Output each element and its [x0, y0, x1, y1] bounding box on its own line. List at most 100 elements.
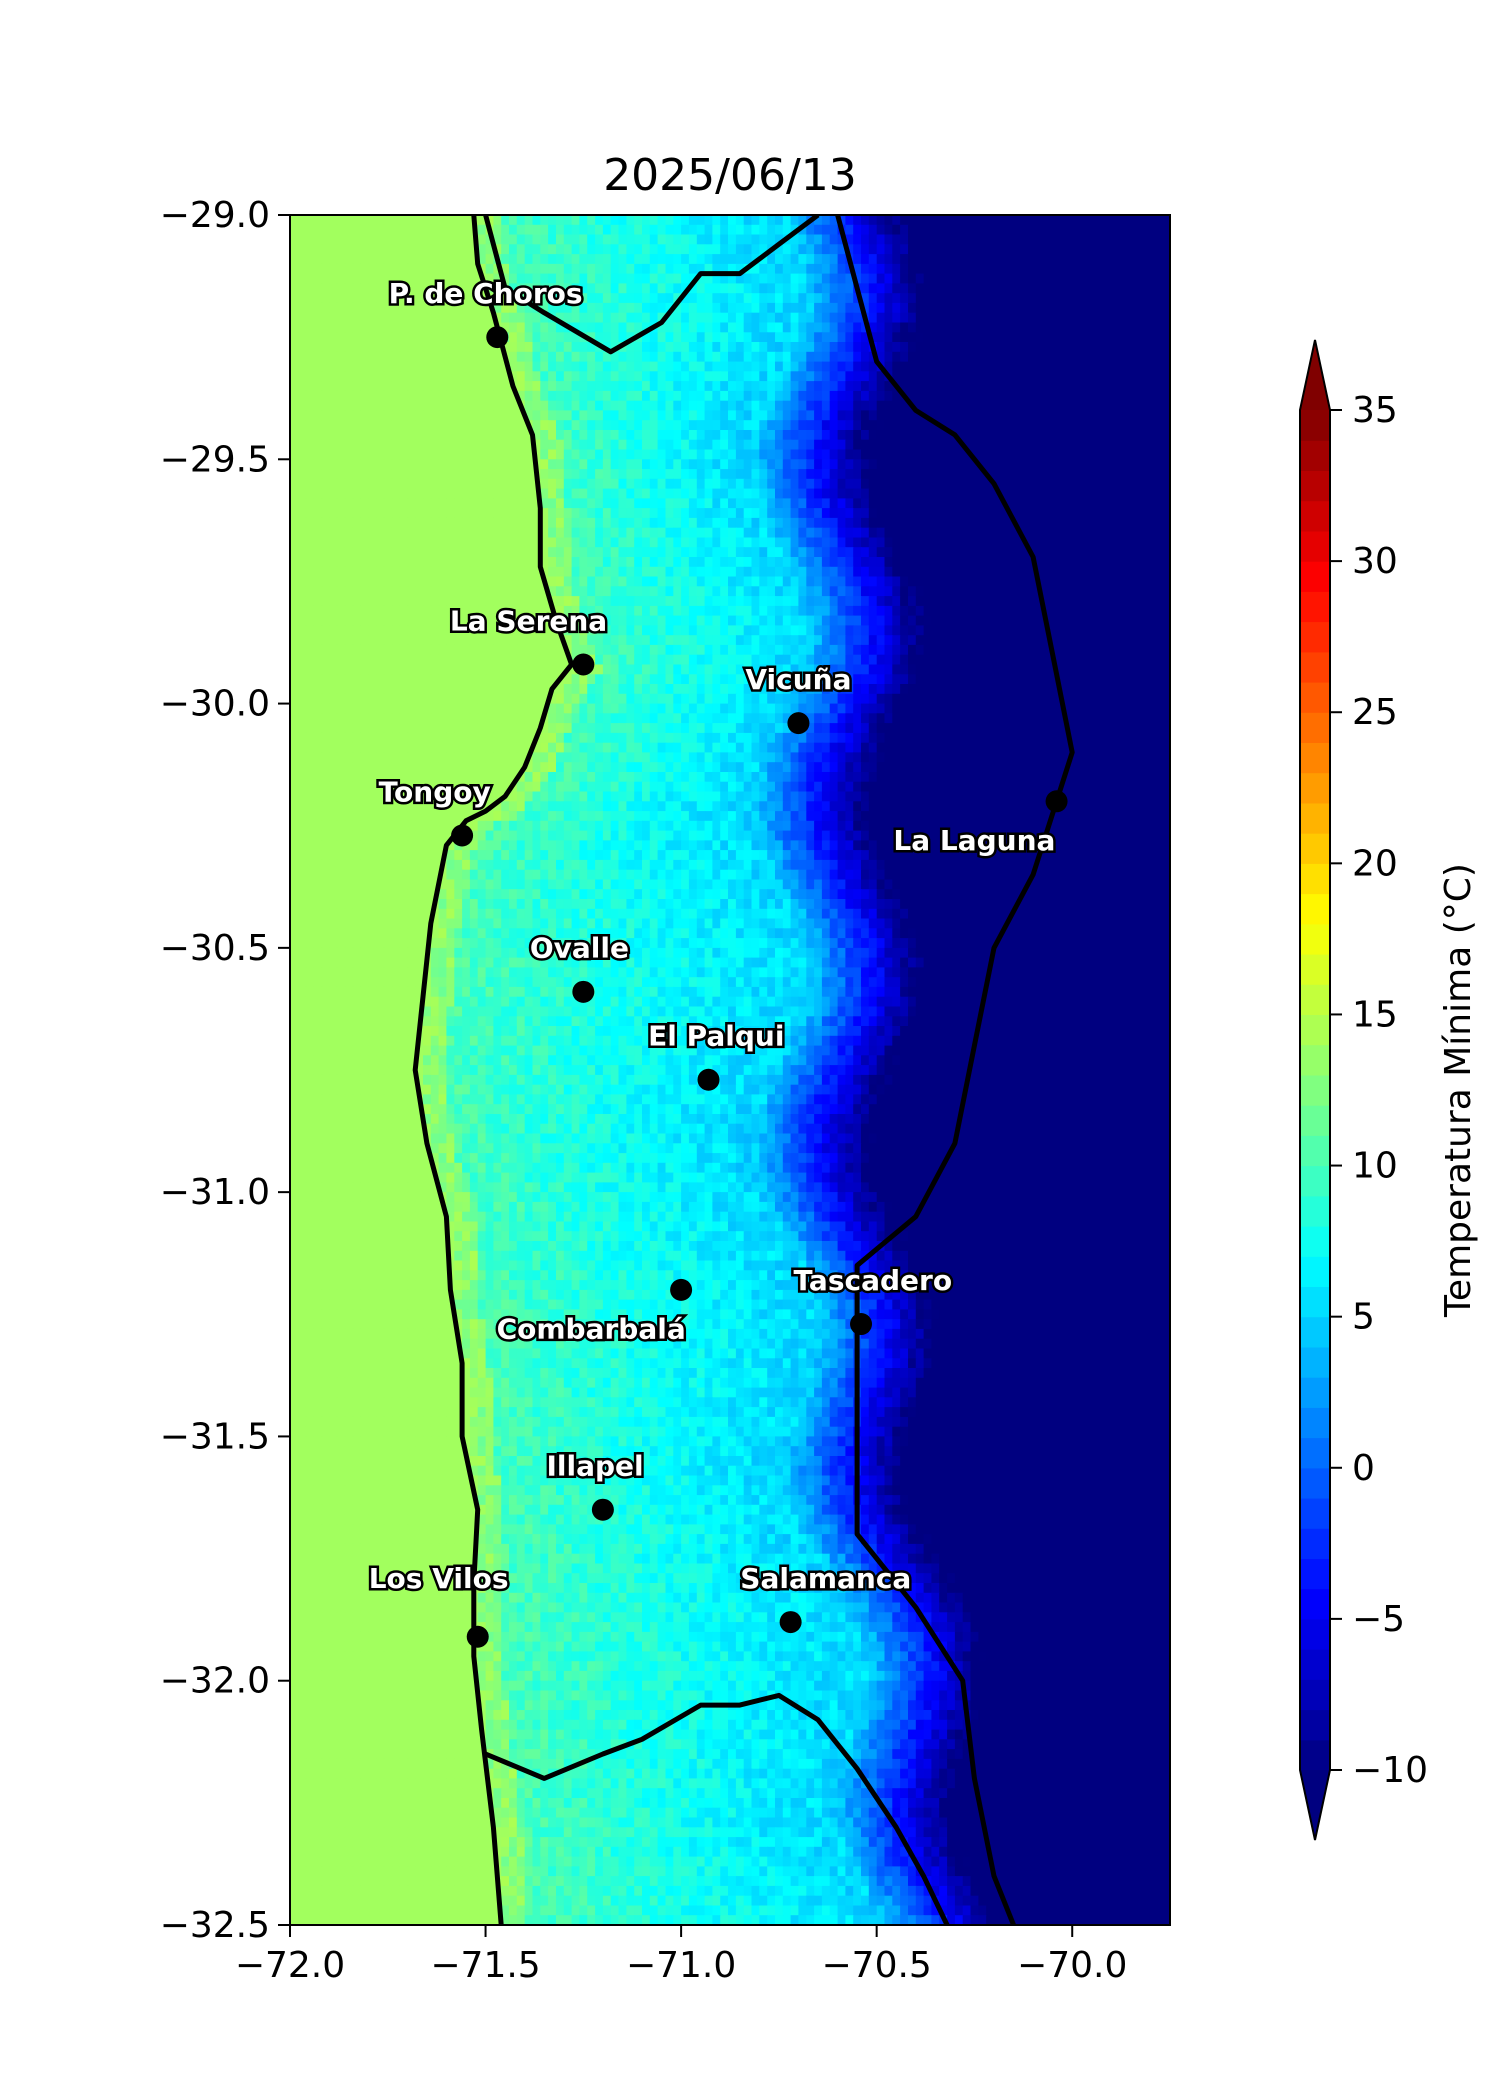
station-markers: P. de Choros La Serena Vicuña La Laguna Tong… — [366, 274, 1068, 1648]
y-tick-label: −30.0 — [160, 684, 270, 725]
station-label: El Palqui — [648, 1020, 784, 1053]
colorbar-tick-label: 10 — [1352, 1146, 1398, 1187]
colorbar-segment — [1300, 1377, 1330, 1408]
station-label: Los Vilos — [369, 1562, 509, 1595]
colorbar-segment — [1300, 1316, 1330, 1348]
colorbar-segment — [1300, 561, 1330, 592]
y-tick-label: −32.0 — [160, 1661, 270, 1702]
colorbar-segment — [1300, 1256, 1330, 1287]
colorbar-tick-label: 5 — [1352, 1297, 1375, 1338]
colorbar-segment — [1300, 833, 1330, 864]
regional-boundary-south-line — [484, 1692, 950, 1925]
colorbar-tick-label: 0 — [1352, 1448, 1375, 1489]
colorbar-segment — [1300, 1195, 1330, 1227]
colorbar-extend-min — [1300, 1770, 1330, 1840]
colorbar-segment — [1300, 1498, 1330, 1529]
station-label: Tongoy — [379, 775, 491, 808]
colorbar-segment — [1300, 1437, 1330, 1469]
colorbar-segment — [1300, 1649, 1330, 1680]
colorbar-segment — [1300, 1528, 1330, 1559]
colorbar-segment — [1300, 1679, 1330, 1711]
colorbar-segment — [1300, 1709, 1330, 1741]
colorbar-segment — [1300, 621, 1330, 653]
station-marker — [1045, 790, 1068, 813]
regional-boundary-north-line — [483, 215, 820, 355]
colorbar-segment — [1300, 954, 1330, 985]
station-label: Tascadero — [793, 1264, 952, 1297]
y-tick-label: −30.5 — [160, 928, 270, 969]
station-label: P. de Choros — [389, 277, 583, 310]
colorbar-segment — [1300, 1558, 1330, 1590]
colorbar-segment — [1300, 1014, 1330, 1046]
station-label: La Laguna — [893, 824, 1055, 857]
colorbar-tick-label: −10 — [1352, 1750, 1428, 1791]
boundary-lines — [412, 215, 1075, 1925]
colorbar-segment — [1300, 1165, 1330, 1197]
temperature-field — [290, 215, 1170, 1925]
x-tick-label: −72.0 — [235, 1945, 345, 1986]
colorbar-segment — [1300, 651, 1330, 683]
colorbar-segment — [1300, 530, 1330, 562]
colorbar-tick-label: 25 — [1352, 692, 1398, 733]
plot-frame — [289, 214, 1171, 1926]
international-border-line — [835, 215, 1075, 1925]
colorbar-segment — [1300, 1226, 1330, 1257]
colorbar: −10 −5 0 5 10 15 20 25 30 35 Temperatura Mínima (°… — [1299, 339, 1479, 1841]
colorbar-segment — [1300, 1618, 1330, 1650]
colorbar-segment — [1300, 984, 1330, 1015]
x-tick-label: −70.5 — [822, 1945, 932, 1986]
colorbar-segment — [1300, 1739, 1330, 1771]
station-label: Combarbalá — [497, 1313, 686, 1346]
y-tick-label: −31.0 — [160, 1172, 270, 1213]
colorbar-tick-label: 30 — [1352, 541, 1398, 582]
station-marker — [779, 1611, 802, 1634]
colorbar-segment — [1300, 712, 1330, 743]
station-marker — [572, 980, 595, 1003]
map-title: 2025/06/13 — [603, 150, 857, 201]
colorbar-segment — [1300, 1286, 1330, 1318]
colorbar-segment — [1300, 1105, 1330, 1136]
station-marker — [697, 1068, 720, 1091]
station-marker — [466, 1625, 489, 1648]
colorbar-label: Temperatura Mínima (°C) — [1438, 863, 1479, 1318]
colorbar-segment — [1300, 470, 1330, 502]
colorbar-segment — [1300, 893, 1330, 925]
colorbar-extend-max — [1300, 340, 1330, 410]
colorbar-tick-label: 35 — [1352, 390, 1398, 431]
colorbar-segment — [1300, 863, 1330, 895]
colorbar-segment — [1300, 1044, 1330, 1076]
station-marker — [787, 712, 810, 735]
y-tick-label: −32.5 — [160, 1905, 270, 1946]
colorbar-tick-label: 20 — [1352, 843, 1398, 884]
station-label: Vicuña — [745, 663, 851, 696]
x-tick-label: −71.5 — [430, 1945, 540, 1986]
station-label: Illapel — [546, 1450, 643, 1483]
map-panel: P. de Choros La Serena Vicuña La Laguna Tong… — [160, 195, 1171, 1986]
colorbar-segment — [1300, 410, 1330, 441]
colorbar-segment — [1300, 1074, 1330, 1106]
colorbar-segment — [1300, 1588, 1330, 1620]
colorbar-tick-label: −5 — [1352, 1599, 1405, 1640]
y-axis: −29.0 −29.5 −30.0 −30.5 −31.0 −31.5 −32.0 −32.5 — [160, 195, 290, 1946]
station-marker — [451, 824, 474, 847]
y-tick-label: −29.0 — [160, 195, 270, 236]
station-label: Ovalle — [530, 932, 629, 965]
station-marker — [850, 1313, 873, 1336]
station-marker — [591, 1498, 614, 1521]
colorbar-segment — [1300, 591, 1330, 623]
station-marker — [670, 1278, 693, 1301]
station-label: La Serena — [450, 604, 607, 637]
colorbar-segment — [1300, 802, 1330, 834]
station-marker — [486, 326, 509, 349]
station-label: Salamanca — [740, 1562, 911, 1595]
colorbar-segment — [1300, 1135, 1330, 1167]
colorbar-segment — [1300, 772, 1330, 804]
colorbar-segment — [1300, 1467, 1330, 1499]
x-axis: −72.0 −71.5 −71.0 −70.5 −70.0 — [235, 1925, 1127, 1986]
station-marker — [572, 653, 595, 676]
y-tick-label: −31.5 — [160, 1416, 270, 1457]
colorbar-segment — [1300, 1407, 1330, 1439]
colorbar-tick-label: 15 — [1352, 994, 1398, 1035]
colorbar-segment — [1300, 1346, 1330, 1378]
